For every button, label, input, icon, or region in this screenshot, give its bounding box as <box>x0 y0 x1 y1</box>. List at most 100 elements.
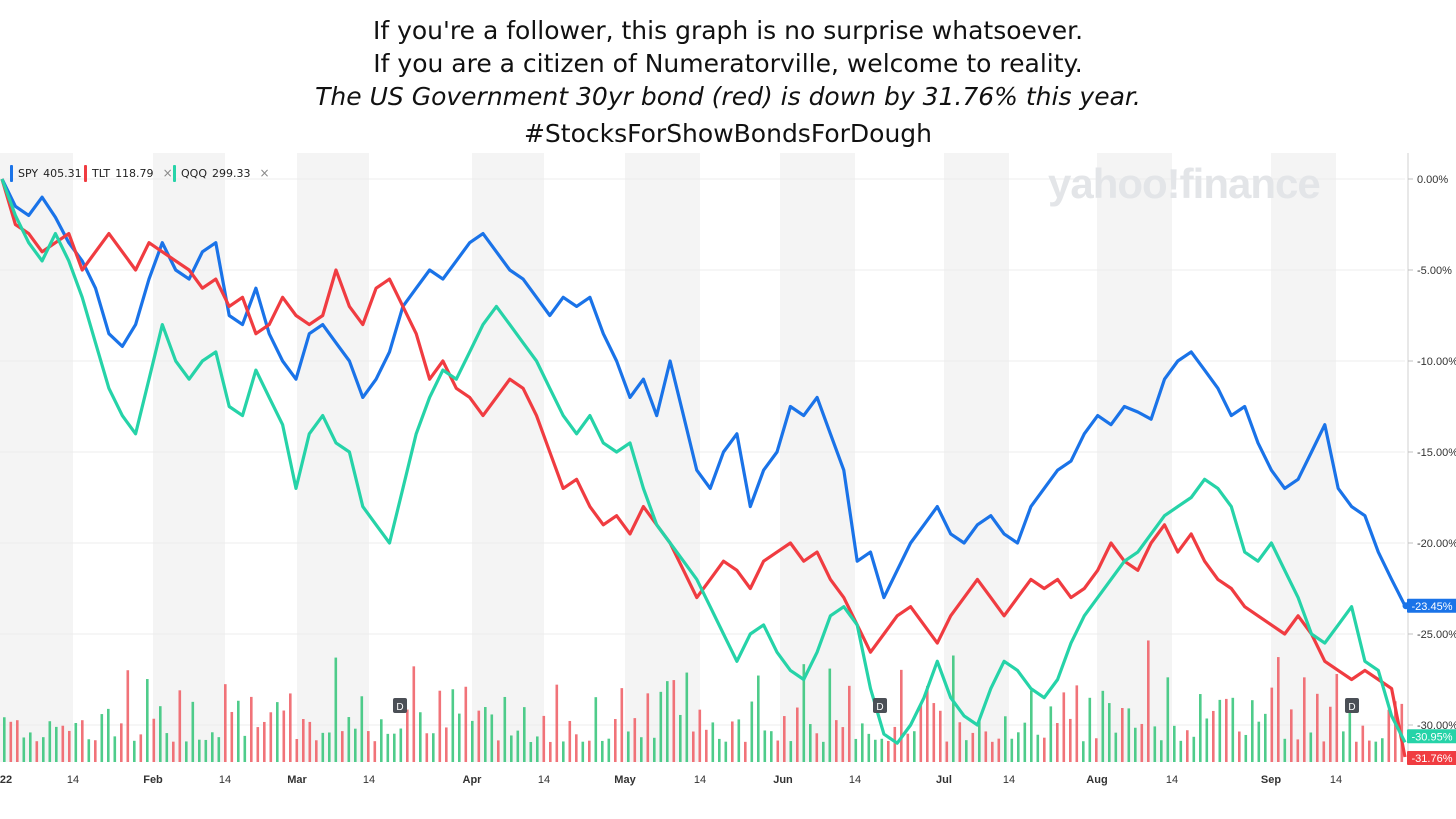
series-line-tlt[interactable] <box>0 178 1407 758</box>
volume-bar <box>906 733 910 762</box>
y-tick-label: -25.00% <box>1417 629 1456 641</box>
volume-bar <box>796 707 799 762</box>
volume-bar <box>1088 697 1092 762</box>
volume-bar <box>146 679 149 762</box>
volume-bar <box>575 734 578 762</box>
volume-bar <box>919 704 923 762</box>
volume-bar <box>354 728 357 762</box>
volume-bar <box>1231 697 1235 762</box>
volume-bar <box>867 733 871 762</box>
dividend-marker[interactable] <box>1345 698 1359 713</box>
legend-close-icon[interactable]: × <box>162 166 173 180</box>
volume-bar <box>737 719 741 762</box>
x-tick-label: 22 <box>0 774 12 786</box>
volume-bar <box>724 741 728 762</box>
volume-bar <box>1381 738 1384 762</box>
volume-bar <box>399 728 403 762</box>
end-label-bg <box>1407 598 1456 613</box>
volume-bar <box>893 726 897 762</box>
volume-bar <box>432 733 435 762</box>
volume-bar <box>1290 709 1293 762</box>
volume-bar <box>412 666 416 762</box>
volume-bar <box>1329 706 1332 762</box>
volume-bar <box>282 710 286 762</box>
caption-hashtag: #StocksForShowBondsForDough <box>523 119 933 148</box>
volume-bar <box>386 733 390 762</box>
x-tick-label: 14 <box>363 774 375 786</box>
volume-bar <box>1166 677 1170 762</box>
volume-bar <box>1017 732 1020 762</box>
volume-bar <box>731 721 734 762</box>
month-band <box>297 153 369 762</box>
dividend-marker[interactable] <box>873 698 887 713</box>
y-tick-label: -15.00% <box>1417 447 1456 459</box>
volume-bar <box>646 693 650 762</box>
volume-bar <box>393 733 396 762</box>
legend-value: 118.79 <box>115 166 154 180</box>
volume-bar <box>952 655 955 762</box>
volume-bar <box>198 739 201 762</box>
caption-line-1: If you're a follower, this graph is no s… <box>372 16 1084 45</box>
volume-bar <box>68 730 71 762</box>
volume-bar <box>107 708 110 762</box>
volume-bar <box>1030 690 1033 762</box>
volume-bar <box>438 690 442 762</box>
volume-bar <box>848 685 851 762</box>
volume-bar <box>1114 732 1118 762</box>
x-tick-label: 14 <box>67 774 79 786</box>
volume-bar <box>1173 725 1176 762</box>
volume-bar <box>373 741 377 762</box>
volume-bar <box>835 720 838 762</box>
volume-bar <box>152 718 156 762</box>
volume-bar <box>87 739 91 762</box>
legend-swatch <box>84 164 87 182</box>
volume-bar <box>529 741 533 762</box>
series-line-spy[interactable] <box>0 178 1407 607</box>
x-tick-label: Aug <box>1086 774 1107 786</box>
x-tick-label: Feb <box>143 774 163 786</box>
volume-bar <box>484 707 487 762</box>
legend-item-qqq[interactable]: QQQ 299.33 × <box>173 163 270 183</box>
volume-bar <box>1199 694 1202 762</box>
volume-bar <box>783 716 786 762</box>
volume-bar <box>1257 721 1261 762</box>
volume-bar <box>705 729 708 762</box>
volume-bar <box>256 727 260 762</box>
volume-bar <box>1368 740 1371 762</box>
end-label-bg <box>1407 751 1456 766</box>
volume-bar <box>1277 657 1280 762</box>
volume-bar <box>1095 738 1098 762</box>
series-line-qqq[interactable] <box>0 178 1407 745</box>
volume-bar <box>711 722 715 762</box>
volume-bar <box>536 736 539 762</box>
volume-bar <box>471 720 474 762</box>
volume-bar <box>211 732 214 762</box>
legend-symbol: QQQ <box>181 166 207 180</box>
volume-bar <box>776 740 780 762</box>
volume-bar <box>237 700 240 762</box>
dividend-marker-label: D <box>396 702 403 713</box>
legend-close-icon[interactable]: × <box>259 166 270 180</box>
volume-bar <box>497 740 500 762</box>
volume-bar <box>1108 703 1111 762</box>
volume-bar <box>1121 708 1124 762</box>
volume-bar <box>939 710 942 762</box>
dividend-marker[interactable] <box>393 698 407 713</box>
volume-bar <box>1075 685 1079 762</box>
volume-bar <box>770 731 773 762</box>
volume-bar <box>620 688 624 762</box>
legend-value: 299.33 <box>211 166 251 180</box>
volume-bar <box>81 720 84 762</box>
volume-bar <box>1264 713 1267 762</box>
volume-bar <box>1127 708 1131 762</box>
month-band <box>780 153 855 762</box>
legend-item-spy[interactable]: SPY 405.31 <box>10 163 82 183</box>
x-tick-label: 14 <box>219 774 231 786</box>
legend-item-tlt[interactable]: TLT 118.79 × <box>84 163 173 183</box>
volume-bar <box>1283 738 1287 762</box>
end-label-tlt: -31.76% <box>1412 753 1453 765</box>
volume-bar <box>165 733 169 762</box>
volume-bar <box>1186 730 1189 762</box>
volume-bar <box>640 737 643 762</box>
